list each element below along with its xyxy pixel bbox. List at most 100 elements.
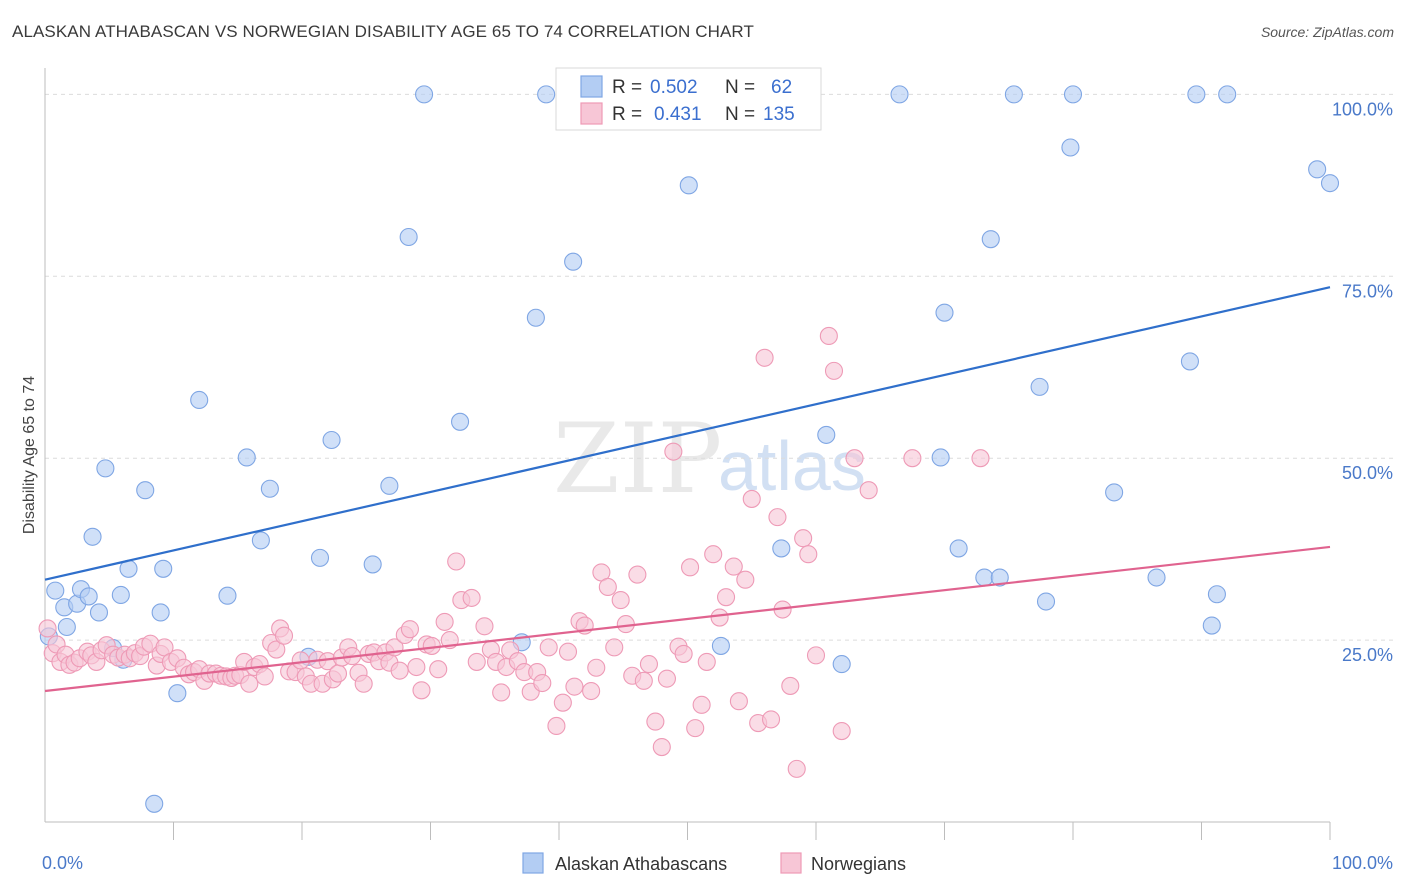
norwegian-point-104	[605, 638, 624, 657]
norwegian-point-93	[539, 638, 558, 657]
legend-r-label: R =	[612, 77, 642, 98]
norwegian-point-78	[447, 552, 466, 571]
norwegian-point-137	[806, 646, 826, 665]
norwegian-point-143	[903, 449, 922, 468]
norwegian-point-71	[407, 657, 426, 677]
norwegian-point-56	[328, 664, 348, 683]
norwegian-point-141	[845, 449, 864, 468]
athabascan-point-36	[679, 176, 698, 195]
athabascan-point-9	[96, 459, 115, 478]
athabascan-point-19	[190, 390, 209, 410]
y-tick-label-0: 25.0%	[1342, 645, 1393, 665]
norwegian-point-112	[652, 738, 671, 757]
norwegian-point-80	[462, 588, 481, 607]
norwegian-point-42	[255, 667, 274, 686]
legend-n-value-norwegian: 135	[763, 104, 795, 125]
athabascan-point-16	[151, 603, 170, 622]
norwegian-point-144	[971, 449, 990, 468]
athabascan-point-30	[415, 85, 434, 104]
athabascan-point-50	[1036, 592, 1056, 611]
athabascan-point-34	[537, 85, 556, 104]
athabascan-point-48	[1004, 85, 1023, 104]
norwegian-point-118	[686, 719, 705, 738]
norwegian-point-100	[582, 681, 601, 701]
norwegian-point-105	[611, 591, 630, 610]
watermark: ZIP atlas	[553, 403, 866, 515]
legend-n-label-2: N =	[725, 104, 755, 125]
x-tick-label-0: 0.0%	[42, 853, 83, 873]
athabascan-point-15	[145, 794, 164, 813]
norwegian-point-108	[628, 565, 647, 584]
bottom-legend-norwegian: Norwegians	[811, 854, 906, 874]
legend-swatch-norwegian	[580, 102, 603, 125]
tick-labels: 25.0% 50.0% 75.0% 100.0% 0.0% 100.0%	[42, 99, 1393, 873]
athabascan-point-58	[1207, 585, 1226, 604]
norwegian-point-135	[794, 529, 813, 548]
legend-r-value-athabascan: 0.502	[650, 77, 698, 98]
y-tick-label-3: 100.0%	[1332, 99, 1393, 119]
norwegian-point-114	[664, 442, 683, 461]
athabascan-point-42	[931, 448, 950, 467]
trend-layer	[44, 286, 1331, 693]
norwegian-point-85	[492, 683, 511, 702]
athabascan-point-59	[1218, 85, 1237, 104]
norwegian-point-94	[547, 716, 566, 736]
norwegian-point-119	[692, 695, 711, 714]
y-tick-label-1: 50.0%	[1342, 463, 1393, 483]
norwegian-point-142	[859, 481, 878, 500]
x-tick-label-1: 100.0%	[1332, 853, 1393, 873]
athabascan-point-33	[526, 308, 545, 327]
bottom-legend-swatch-athabascan	[522, 852, 544, 874]
athabascan-point-21	[237, 448, 256, 467]
norwegian-point-136	[799, 545, 818, 564]
norwegian-point-70	[400, 620, 419, 639]
norwegian-point-121	[704, 545, 723, 564]
athabascan-point-41	[890, 85, 909, 104]
athabascan-point-1	[46, 581, 65, 600]
athabascan-trend-line	[44, 286, 1331, 581]
athabascan-point-53	[1105, 483, 1124, 502]
norwegian-point-97	[565, 677, 584, 696]
norwegian-point-49	[291, 651, 310, 670]
norwegian-point-109	[634, 671, 653, 690]
norwegian-point-111	[646, 712, 665, 731]
legend-n-label: N =	[725, 77, 755, 98]
watermark-atlas: atlas	[718, 427, 866, 505]
athabascan-point-57	[1202, 616, 1221, 635]
athabascan-point-35	[564, 252, 583, 271]
norwegian-point-75	[429, 660, 448, 679]
legend-swatch-athabascan	[580, 75, 603, 98]
bottom-legend-swatch-norwegian	[780, 852, 802, 874]
norwegian-point-96	[558, 642, 578, 661]
norwegian-point-117	[681, 558, 700, 577]
athabascan-point-29	[399, 227, 418, 247]
legend-r-label-2: R =	[612, 104, 642, 125]
norwegian-point-101	[587, 658, 606, 677]
y-axis-label: Disability Age 65 to 74	[21, 376, 38, 534]
norwegian-point-46	[274, 626, 294, 645]
athabascan-point-38	[772, 539, 791, 558]
athabascan-point-28	[380, 476, 399, 495]
norwegian-point-122	[710, 608, 729, 627]
norwegian-point-110	[639, 655, 659, 674]
athabascan-point-52	[1063, 85, 1083, 104]
norwegian-point-120	[697, 652, 716, 671]
athabascan-point-44	[949, 539, 968, 558]
athabascan-point-8	[89, 603, 109, 622]
norwegian-point-125	[729, 692, 748, 711]
norwegian-point-72	[412, 681, 431, 700]
norwegian-point-127	[742, 489, 761, 508]
athabascan-point-61	[1320, 174, 1340, 193]
legend-r-value-norwegian: 0.431	[654, 104, 702, 125]
athabascan-point-20	[218, 586, 237, 605]
athabascan-point-40	[832, 655, 851, 674]
norwegian-point-61	[354, 674, 373, 693]
athabascan-point-3	[57, 617, 76, 637]
chart-title: ALASKAN ATHABASCAN VS NORWEGIAN DISABILI…	[12, 22, 754, 41]
norwegian-point-131	[768, 508, 787, 527]
norwegian-point-106	[616, 615, 635, 634]
athabascan-point-37	[711, 636, 730, 655]
norwegian-point-0	[38, 619, 57, 638]
legend-box: R = 0.502 N = 62 R = 0.431 N = 135	[555, 67, 822, 131]
